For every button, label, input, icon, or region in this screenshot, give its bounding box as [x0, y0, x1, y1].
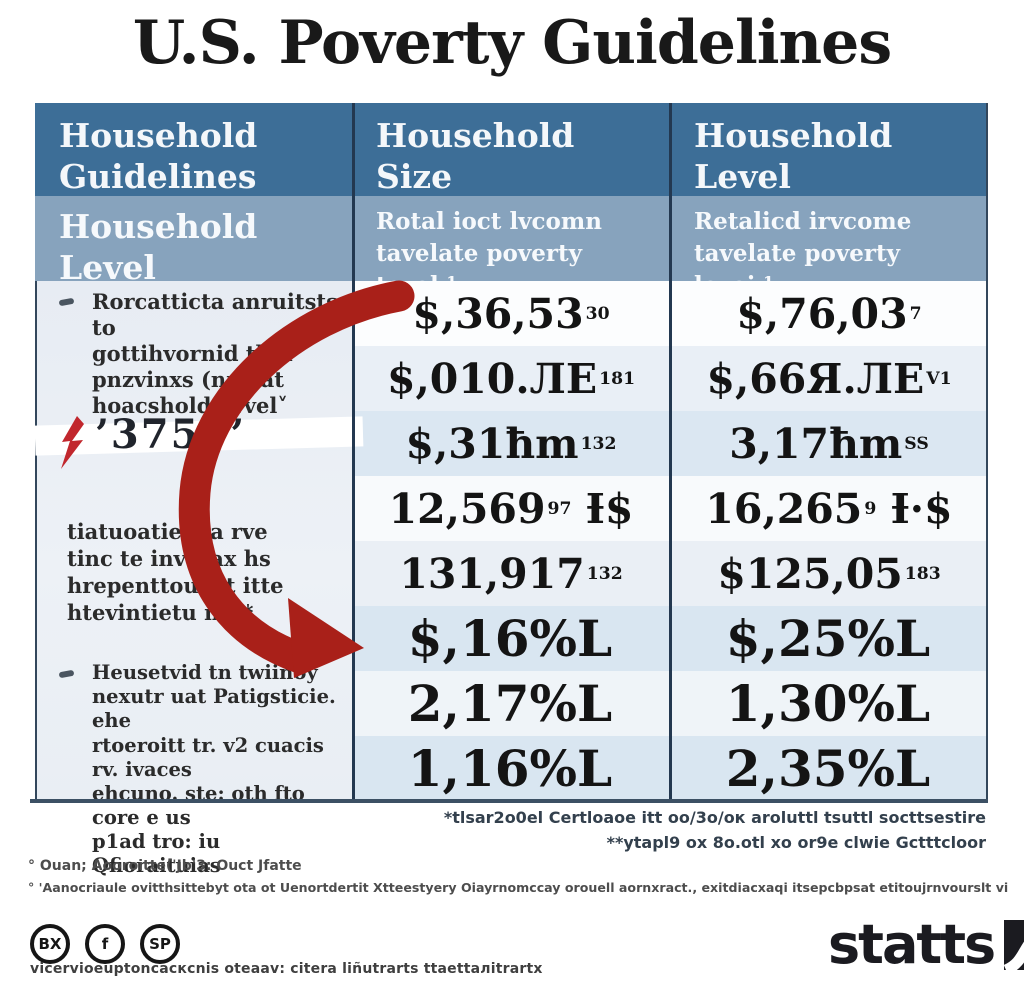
- page-title: U.S. Poverty Guidelines: [132, 8, 892, 78]
- footnote-left-line1: ° Ouan; Aooroitte('Jb'3: Ouct Jfatte: [28, 858, 302, 874]
- dash-bullet-icon: [58, 669, 75, 679]
- brand-logo[interactable]: statts: [828, 918, 1024, 972]
- annotation-text-2: Heusetvid tn twiinoy nexutr uat Patigsti…: [92, 661, 336, 878]
- column-separator: [352, 103, 355, 801]
- table-cell: $,010.ЛЕ 181: [352, 346, 670, 411]
- table-bottom-border: [30, 799, 988, 803]
- subheader-size-note: Rotal ioct lvcomn tavelate poverty tevol…: [352, 196, 670, 299]
- annotation-bullet-2: Heusetvid tn twiinoy nexutr uat Patigsti…: [58, 661, 347, 879]
- footnote-right: *tlsar2o0el Certloaoe itt oo/3o/oк arolu…: [444, 806, 986, 856]
- table-cell: $,76,03 7: [670, 281, 988, 346]
- red-bolt-icon: [61, 416, 84, 469]
- table-cell: 12,569 97 Ɨ$: [352, 476, 670, 541]
- table-right-border: [986, 103, 988, 801]
- footer-caption: vicervioeuptoncacкcnis oteaav: citera li…: [30, 961, 543, 977]
- table-cell: $,31ħm 132: [352, 411, 670, 476]
- social-icons: BX f SP: [30, 924, 180, 964]
- footnote-left-line2: ° 'Aanocriaule ovitthsittebyt ota ot Uen…: [28, 880, 1008, 895]
- table-cell: 131,917 132: [352, 541, 670, 606]
- table-cell: 1,30%L: [670, 671, 988, 736]
- table-cell: 2,35%L: [670, 736, 988, 801]
- annotation-bullet-1: Rorcatticta anruitsts to gottihvornid th…: [58, 289, 339, 419]
- table-cell: $,36,53 30: [352, 281, 670, 346]
- header-household-size: Household Size: [352, 103, 670, 196]
- brand-swoosh-icon: [1004, 920, 1024, 970]
- poverty-table: Household Guidelines Household Size Hous…: [34, 103, 988, 877]
- brand-name: statts: [828, 913, 996, 976]
- footnote-right-line1: *tlsar2o0el Certloaoe itt oo/3o/oк arolu…: [443, 808, 986, 827]
- table-cell: 16,265 9 Ɨ·$: [670, 476, 988, 541]
- table-cell: 2,17%L: [352, 671, 670, 736]
- header-household-level: Household Level: [670, 103, 988, 196]
- footnote-right-line2: **ytapl9 ox 8o.otl xo or9e clwie Gctttcl…: [606, 832, 986, 852]
- social-icon-3[interactable]: SP: [140, 924, 180, 964]
- social-icon-1[interactable]: BX: [30, 924, 70, 964]
- table-cell: 3,17ħm SS: [670, 411, 988, 476]
- table-cell: $,66Я.ЛЕ V1: [670, 346, 988, 411]
- facebook-icon[interactable]: f: [85, 924, 125, 964]
- subheader-household-level: Household Level: [35, 196, 352, 287]
- table-cell: $125,05 183: [670, 541, 988, 606]
- table-cell: $,25%L: [670, 606, 988, 671]
- annotation-note: tiatuoatieliva rve tinc te inverax hs hr…: [67, 519, 284, 625]
- column-separator: [669, 103, 672, 801]
- header-household-guidelines: Household Guidelines: [35, 103, 352, 196]
- annotation-text-1: Rorcatticta anruitsts to gottihvornid th…: [92, 289, 338, 419]
- table-cell: $,16%L: [352, 606, 670, 671]
- dash-bullet-icon: [58, 297, 75, 307]
- left-annotation-panel: ’3757’ Rorcatticta anruitsts to gottihvo…: [34, 281, 363, 877]
- table-cell: 1,16%L: [352, 736, 670, 801]
- subheader-level-note: Retalicd irvcome tavelate poverty lovoi …: [670, 196, 988, 299]
